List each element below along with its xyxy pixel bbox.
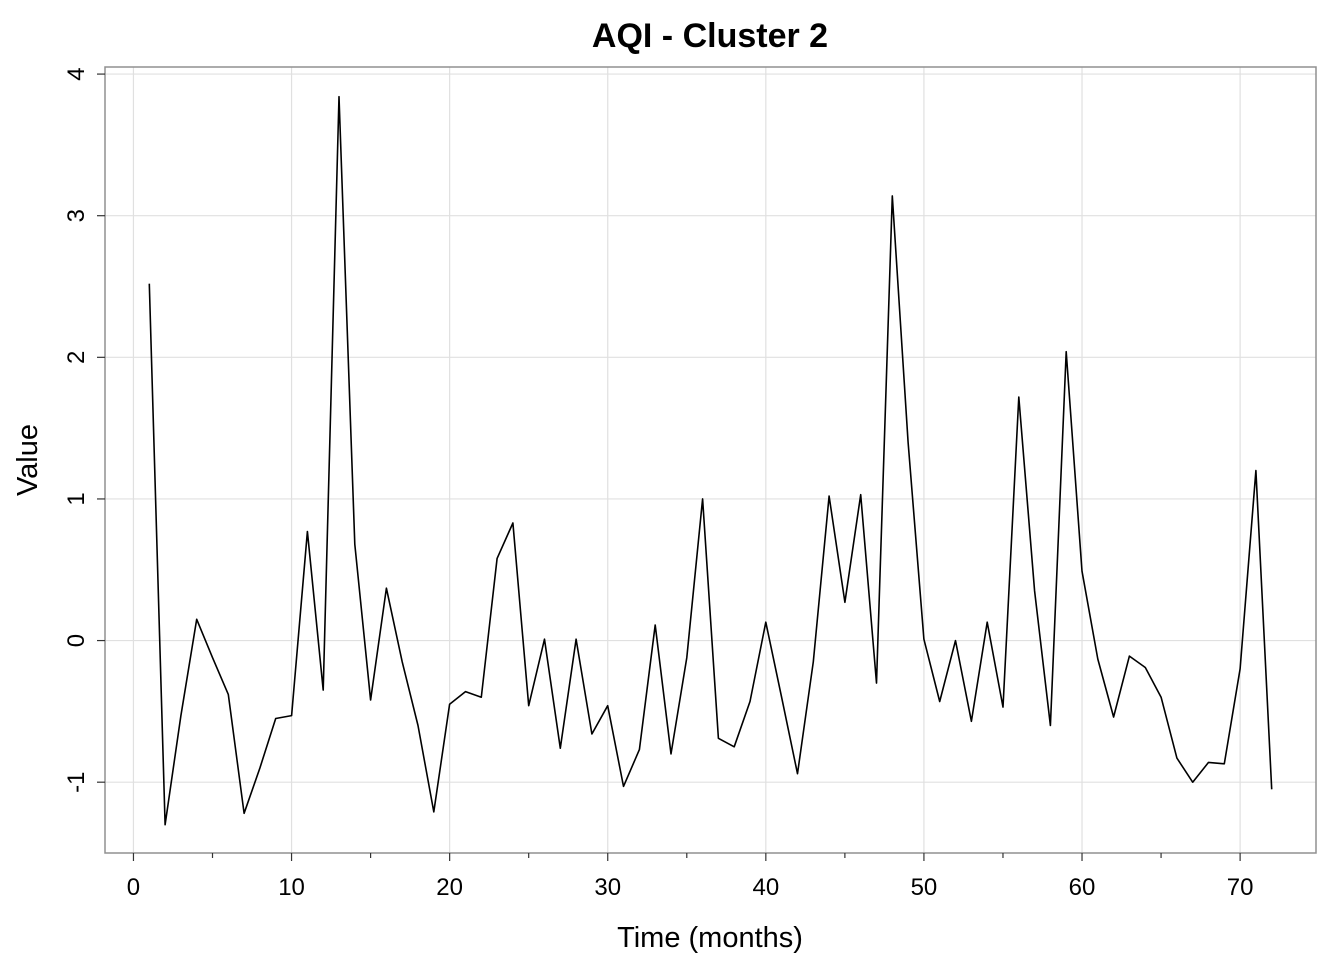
series-line (148, 95, 1273, 826)
x-tick-label: 0 (127, 874, 140, 901)
grid-lines (105, 67, 1316, 853)
x-tick-label: 70 (1227, 874, 1254, 901)
x-tick-label: 40 (752, 874, 779, 901)
plot-panel-border (104, 66, 1317, 854)
y-tick-label: 3 (63, 209, 90, 222)
x-tick-label: 30 (594, 874, 621, 901)
y-axis-label: Value (12, 424, 44, 496)
chart-title: AQI - Cluster 2 (592, 17, 828, 55)
x-tick-label: 10 (278, 874, 305, 901)
x-tick-label: 50 (911, 874, 938, 901)
y-tick-label: 4 (63, 67, 90, 80)
axis-ticks: 0 10 20 30 40 50 60 70 -1 0 1 2 3 4 (63, 67, 1253, 901)
y-tick-label: 1 (63, 492, 90, 505)
y-tick-label: 2 (63, 351, 90, 364)
x-tick-label: 60 (1069, 874, 1096, 901)
x-axis-label: Time (months) (617, 922, 803, 954)
y-tick-label: 0 (63, 634, 90, 647)
x-tick-label: 20 (436, 874, 463, 901)
y-tick-label: -1 (63, 772, 90, 793)
